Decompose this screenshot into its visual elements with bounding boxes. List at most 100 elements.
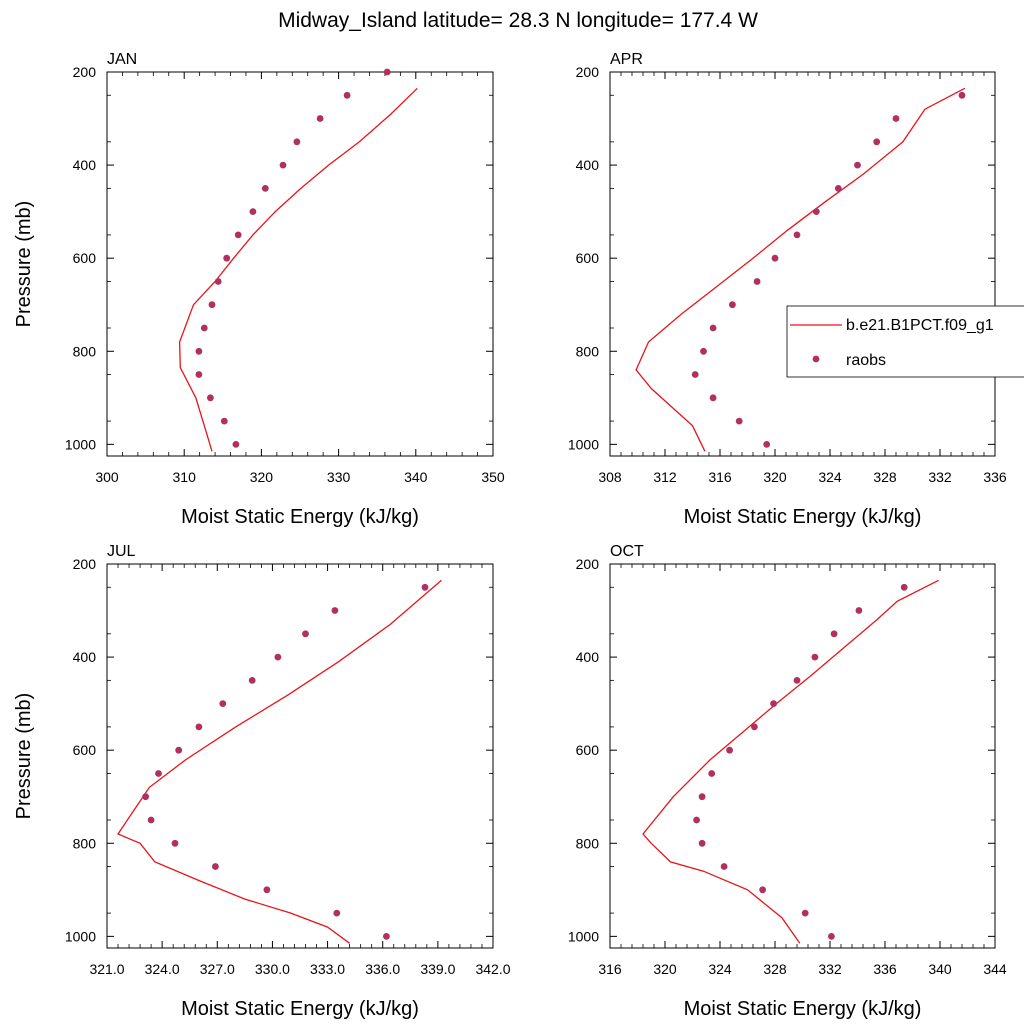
obs-point bbox=[248, 677, 256, 684]
obs-point bbox=[900, 583, 908, 591]
x-tick-label: 330.0 bbox=[255, 961, 290, 977]
x-tick-label: 336.0 bbox=[365, 961, 400, 977]
obs-point bbox=[383, 68, 391, 76]
panel-title: APR bbox=[610, 51, 643, 68]
x-tick-label: 332 bbox=[928, 469, 952, 485]
obs-point bbox=[873, 138, 881, 146]
obs-point bbox=[195, 723, 203, 731]
x-tick-label: 324.0 bbox=[145, 961, 180, 977]
x-axis-label: Moist Static Energy (kJ/kg) bbox=[181, 506, 419, 528]
x-tick-label: 310 bbox=[173, 469, 197, 485]
x-tick-label: 328 bbox=[763, 961, 787, 977]
obs-point bbox=[693, 816, 700, 824]
obs-point bbox=[220, 417, 228, 425]
obs-point bbox=[828, 933, 835, 940]
obs-point bbox=[709, 324, 717, 332]
obs-point bbox=[729, 301, 736, 309]
obs-point bbox=[735, 417, 743, 425]
obs-point bbox=[208, 301, 216, 309]
x-tick-label: 339.0 bbox=[420, 961, 455, 977]
model-series-line bbox=[642, 579, 939, 944]
y-tick-label: 800 bbox=[576, 835, 600, 851]
obs-point bbox=[274, 653, 282, 661]
obs-point bbox=[249, 208, 257, 216]
x-tick-label: 320 bbox=[250, 469, 274, 485]
y-tick-label: 600 bbox=[73, 250, 97, 266]
x-tick-label: 324 bbox=[708, 961, 732, 977]
x-tick-label: 332 bbox=[818, 961, 842, 977]
model-series-line bbox=[178, 87, 418, 452]
obs-point bbox=[801, 909, 809, 917]
legend-obs-label: raobs bbox=[846, 352, 886, 369]
obs-point bbox=[200, 324, 208, 332]
y-tick-label: 800 bbox=[576, 343, 600, 359]
obs-point bbox=[195, 371, 203, 378]
obs-point bbox=[207, 394, 214, 402]
x-tick-label: 336 bbox=[983, 469, 1007, 485]
x-tick-label: 324 bbox=[818, 469, 842, 485]
y-tick-label: 600 bbox=[73, 742, 97, 758]
obs-point bbox=[263, 886, 271, 894]
y-tick-label: 600 bbox=[576, 742, 600, 758]
x-tick-label: 330 bbox=[327, 469, 351, 485]
obs-point bbox=[147, 816, 155, 824]
obs-point bbox=[726, 746, 733, 754]
x-tick-label: 328 bbox=[873, 469, 897, 485]
obs-point bbox=[958, 91, 966, 99]
legend: b.e21.B1PCT.f09_g1 raobs bbox=[786, 305, 1024, 378]
obs-point bbox=[700, 347, 707, 355]
y-tick-label: 1000 bbox=[65, 436, 96, 452]
y-tick-label: 200 bbox=[576, 556, 600, 572]
x-tick-label: 350 bbox=[481, 469, 505, 485]
plot-frame bbox=[609, 71, 996, 457]
y-tick-label: 400 bbox=[576, 649, 600, 665]
obs-point bbox=[175, 746, 183, 754]
x-tick-label: 320 bbox=[763, 469, 787, 485]
plot-frame bbox=[106, 563, 494, 949]
x-tick-label: 340 bbox=[928, 961, 952, 977]
plot-frame bbox=[609, 563, 996, 949]
obs-point bbox=[142, 793, 150, 801]
obs-point bbox=[793, 677, 801, 684]
obs-point bbox=[708, 770, 716, 777]
obs-point bbox=[383, 933, 390, 940]
obs-point bbox=[720, 863, 728, 870]
legend-box bbox=[786, 305, 1024, 378]
legend-obs-marker bbox=[812, 355, 820, 363]
obs-point bbox=[331, 607, 339, 614]
obs-point bbox=[212, 863, 219, 870]
obs-point bbox=[195, 347, 203, 355]
x-tick-label: 344 bbox=[983, 961, 1007, 977]
obs-point bbox=[691, 371, 699, 378]
obs-point bbox=[698, 839, 706, 847]
panel-title: JAN bbox=[107, 51, 137, 68]
y-tick-label: 200 bbox=[73, 64, 97, 80]
obs-point bbox=[793, 231, 801, 239]
obs-point bbox=[759, 886, 766, 894]
x-tick-label: 316 bbox=[598, 961, 622, 977]
obs-point bbox=[234, 231, 242, 239]
panel-apr: 308 312 316 320 324 328 332 336 200 400 600 800 1000… bbox=[568, 51, 1007, 528]
obs-point bbox=[811, 653, 819, 661]
obs-point bbox=[261, 185, 269, 192]
obs-point bbox=[834, 185, 842, 192]
x-tick-label: 312 bbox=[653, 469, 677, 485]
panel-oct: 316 320 324 328 332 336 340 344 200 400 600 800 1000… bbox=[568, 543, 1007, 1020]
panels: 300 310 320 330 340 350 200 400 600 800 1000 JAN Moi… bbox=[13, 51, 1007, 1020]
y-tick-label: 200 bbox=[576, 64, 600, 80]
obs-point bbox=[830, 630, 838, 638]
y-tick-label: 800 bbox=[73, 835, 97, 851]
x-tick-label: 340 bbox=[404, 469, 428, 485]
obs-point bbox=[219, 700, 227, 707]
y-tick-label: 1000 bbox=[568, 436, 599, 452]
y-tick-label: 200 bbox=[73, 556, 97, 572]
legend-model-label: b.e21.B1PCT.f09_g1 bbox=[846, 317, 994, 334]
obs-point bbox=[293, 138, 301, 146]
y-tick-label: 1000 bbox=[65, 928, 96, 944]
obs-point bbox=[155, 770, 162, 777]
y-tick-label: 600 bbox=[576, 250, 600, 266]
plot-frame bbox=[106, 71, 494, 457]
y-axis-label: Pressure (mb) bbox=[13, 693, 35, 820]
y-axis-label: Pressure (mb) bbox=[13, 201, 35, 328]
